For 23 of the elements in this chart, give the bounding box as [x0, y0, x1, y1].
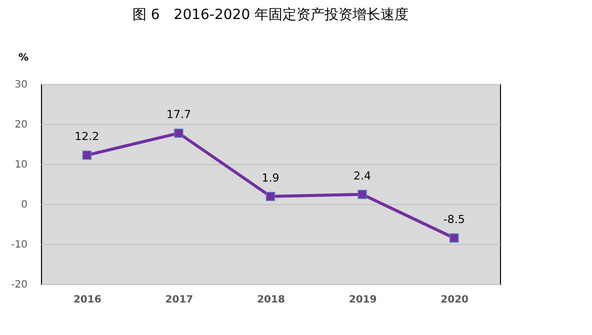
y-tick-label: 20 — [14, 120, 28, 130]
y-axis-title: % — [18, 52, 29, 64]
x-tick-label: 2020 — [440, 294, 469, 306]
y-tick-label: -10 — [11, 240, 28, 250]
y-tick-label: -20 — [11, 280, 28, 290]
y-tick-label: 10 — [14, 160, 28, 170]
y-tick-label: 30 — [14, 80, 28, 90]
data-label: -8.5 — [443, 213, 465, 226]
data-label: 2.4 — [354, 169, 372, 182]
x-tick-label: 2019 — [348, 294, 377, 306]
data-label: 1.9 — [262, 171, 280, 184]
x-tick-label: 2018 — [257, 294, 285, 306]
x-tick-label: 2016 — [73, 294, 102, 306]
y-tick-label: 0 — [21, 200, 28, 210]
point — [450, 233, 459, 243]
point — [174, 128, 184, 138]
x-tick-label: 2017 — [165, 294, 194, 306]
data-label: 17.7 — [166, 108, 191, 122]
point — [358, 190, 367, 199]
point — [266, 192, 276, 201]
data-label: 12.2 — [74, 130, 100, 144]
point — [82, 150, 92, 160]
chart-title: 图 6 2016-2020 年固定资产投资增长速度 — [132, 7, 409, 23]
